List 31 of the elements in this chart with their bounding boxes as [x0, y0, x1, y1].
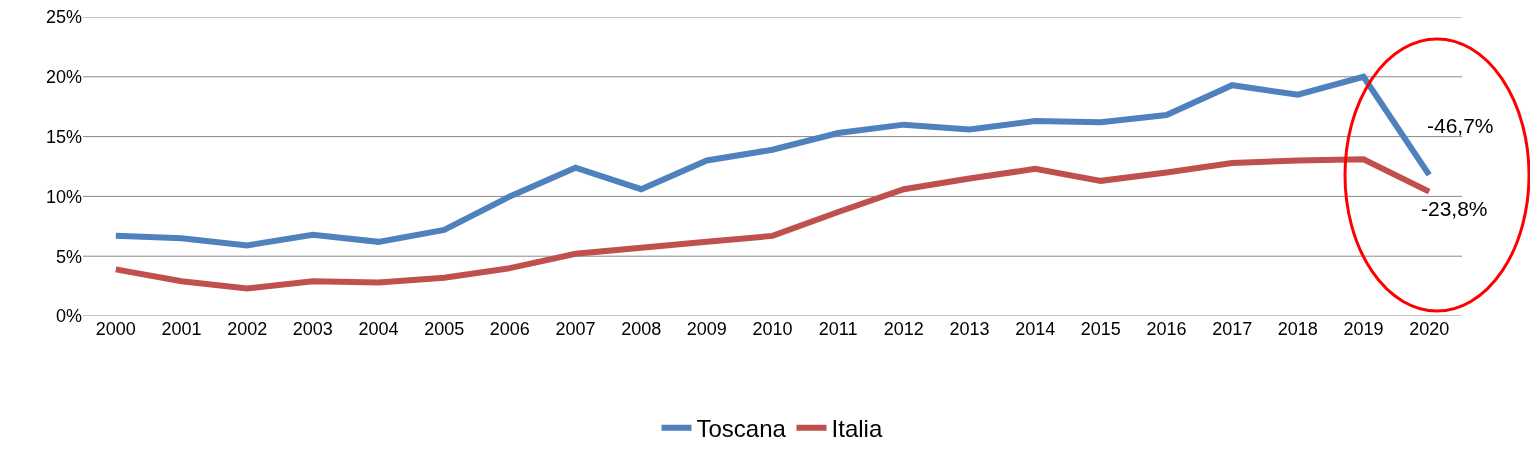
- x-tick-label: 2012: [883, 319, 924, 339]
- x-tick-label: 2006: [489, 319, 530, 339]
- x-tick-label: 2017: [1212, 319, 1253, 339]
- x-tick-label: 2018: [1277, 319, 1318, 339]
- x-tick-label: 2008: [621, 319, 662, 339]
- legend-label: Italia: [831, 415, 883, 443]
- x-tick-label: 2013: [949, 319, 990, 339]
- x-tick-label: 2019: [1343, 319, 1384, 339]
- x-tick-label: 2011: [818, 319, 858, 339]
- legend-label: Toscana: [696, 415, 787, 443]
- y-tick-label: 10%: [45, 186, 82, 207]
- y-tick-label: 0%: [55, 306, 82, 327]
- annotation: -46,7%: [1427, 114, 1494, 137]
- y-tick-label: 25%: [45, 7, 82, 28]
- x-tick-label: 2002: [227, 319, 268, 339]
- annotation: -23,8%: [1421, 197, 1488, 220]
- x-tick-label: 2009: [686, 319, 727, 339]
- x-tick-label: 2020: [1409, 319, 1450, 339]
- y-tick-label: 15%: [45, 126, 82, 147]
- x-tick-label: 2016: [1146, 319, 1187, 339]
- x-tick-label: 2007: [555, 319, 596, 339]
- x-tick-label: 2014: [1015, 319, 1056, 339]
- x-tick-label: 2001: [161, 319, 202, 339]
- x-tick-label: 2005: [424, 319, 465, 339]
- x-tick-label: 2010: [752, 319, 793, 339]
- x-tick-label: 2000: [95, 319, 136, 339]
- y-tick-label: 5%: [55, 246, 82, 267]
- y-tick-label: 20%: [45, 67, 82, 88]
- x-tick-label: 2004: [358, 319, 399, 339]
- x-tick-label: 2015: [1080, 319, 1121, 339]
- x-tick-label: 2003: [292, 319, 333, 339]
